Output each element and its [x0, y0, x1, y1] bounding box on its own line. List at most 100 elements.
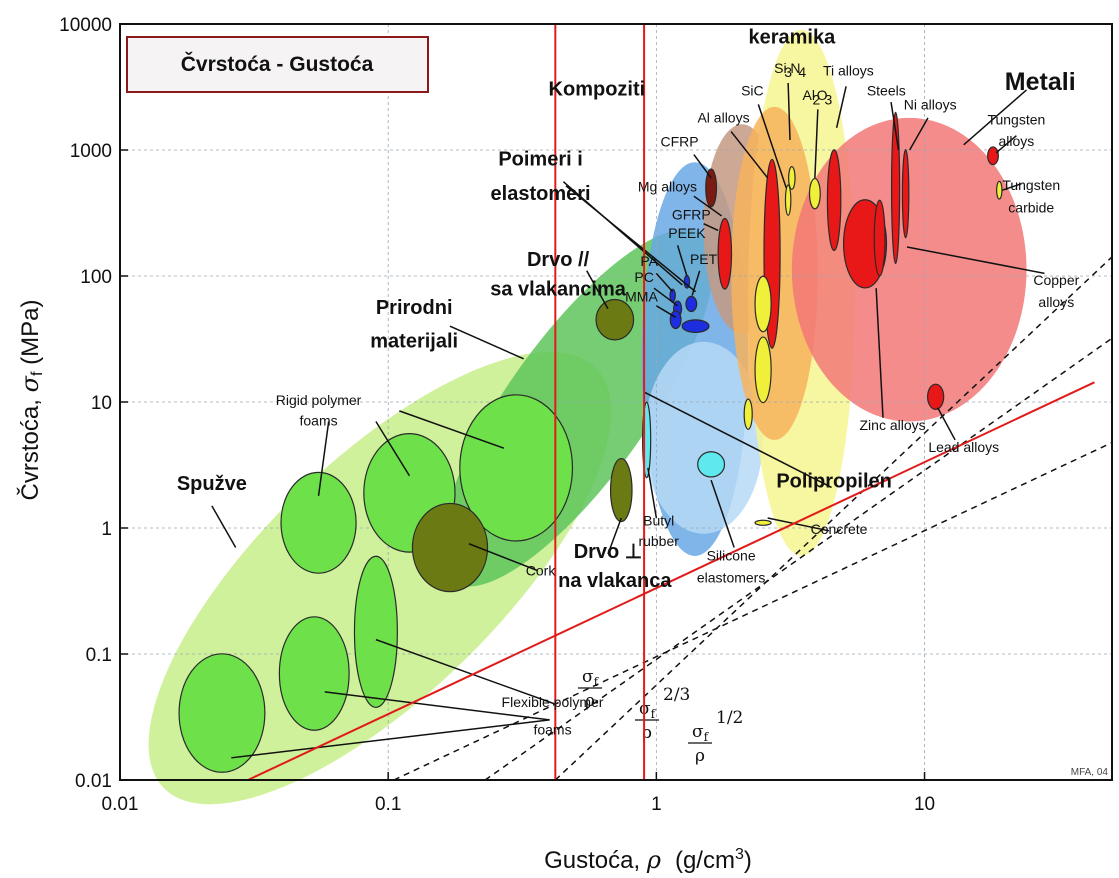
data-point [826, 149, 842, 252]
data-point [705, 168, 718, 208]
x-tick-label: 10 [914, 794, 935, 815]
leader-line [757, 104, 787, 189]
guide-label-exponent: 2/3 [663, 685, 690, 705]
family-label: Flexible polymer [502, 694, 604, 710]
leader-line [375, 638, 556, 705]
leader-line [565, 185, 697, 293]
family-label: Tungsten [987, 111, 1045, 127]
family-label: Lead alloys [928, 439, 999, 455]
y-tick-label: 0.01 [75, 771, 112, 792]
family-label: PET [690, 251, 718, 267]
chart-title-box: Čvrstoća - Gustoća [126, 36, 429, 93]
data-point [717, 217, 733, 290]
group-label: Polipropilen [776, 470, 892, 492]
family-label-subscript: 4 [798, 64, 806, 80]
group-label: Kompoziti [549, 79, 646, 101]
family-label: alloys [998, 133, 1034, 149]
data-point [996, 180, 1003, 200]
data-point [927, 383, 945, 410]
family-label: elastomers [697, 569, 765, 585]
leader-line [317, 421, 330, 496]
data-point [353, 555, 398, 709]
x-axis-title-main: Gustoća, [544, 847, 647, 874]
family-label: Al [803, 87, 815, 103]
leader-line [468, 543, 538, 572]
guide-label-sub: f [594, 675, 600, 689]
group-label: materijali [370, 331, 458, 353]
guide-label-numerator: σf [692, 722, 710, 744]
y-axis-title-main: Čvrstoća, [16, 392, 44, 500]
family-label-subscript: 3 [824, 91, 832, 107]
x-tick-label: 0.01 [102, 794, 139, 815]
leader-line [906, 246, 1045, 275]
guide-label-numerator: σf [582, 667, 600, 689]
leader-line [562, 181, 683, 286]
diagonal-red-line [247, 381, 1095, 781]
leader-line [655, 305, 677, 318]
y-tick-label: 10 [91, 393, 112, 414]
guide-label-numerator: σf [639, 699, 657, 721]
family-label: foams [299, 413, 337, 429]
family-label: Steels [867, 83, 906, 99]
data-point [788, 166, 796, 190]
data-point [901, 148, 910, 239]
family-label: Al alloys [697, 110, 749, 126]
data-point [697, 451, 726, 478]
group-label: Poimeri i [498, 149, 582, 171]
leader-lines-layer [211, 83, 1045, 759]
credit-label: MFA, 04 [1071, 767, 1109, 778]
data-point [280, 471, 357, 574]
guide-label-sub: f [651, 707, 657, 721]
leader-line [231, 719, 550, 759]
family-label: Rigid polymer [276, 392, 362, 408]
data-point [685, 295, 698, 313]
labels-layer: keramika Kompoziti Poimeri i elastomeri Drvo… [177, 27, 1080, 738]
chart-title: Čvrstoća - Gustoća [181, 52, 374, 76]
family-label: Copper [1033, 272, 1079, 288]
data-point [609, 457, 633, 523]
family-label: GFRP [672, 207, 711, 223]
family-label: O [817, 87, 828, 103]
leader-line [324, 691, 550, 721]
leader-line [647, 467, 658, 519]
leader-line [586, 270, 609, 310]
group-label-metali: Metali [1005, 68, 1076, 96]
y-tick-label: 1 [101, 519, 112, 540]
data-point [873, 199, 886, 277]
data-point [808, 177, 821, 210]
family-label: PC [634, 269, 653, 285]
guide-label-sigma: σ [582, 667, 594, 687]
leader-line [937, 407, 956, 441]
data-point [743, 398, 753, 430]
y-axis-title: Čvrstoća, σf (MPa) [16, 300, 46, 501]
data-point [754, 519, 772, 526]
x-axis-title-symbol: ρ [646, 846, 661, 874]
leader-line [703, 223, 719, 232]
x-axis-title: Gustoća, ρ (g/cm3) [544, 846, 752, 874]
family-label-subscript: 3 [784, 64, 792, 80]
x-axis-title-unit: (g/cm [675, 847, 735, 874]
family-label: Ti alloys [823, 63, 874, 79]
family-label: PEEK [668, 225, 706, 241]
leader-line [710, 479, 735, 548]
x-axis-title-sup: 3 [735, 846, 744, 863]
red-lines-layer [247, 24, 1095, 781]
family-label: SiC [741, 83, 764, 99]
group-label: sa vlakancima [490, 279, 627, 301]
guide-label-exponent: 1/2 [716, 708, 743, 728]
guide-label-denominator: ρ [585, 691, 595, 711]
family-label: Si [774, 60, 786, 76]
leader-line [643, 391, 832, 489]
group-label: na vlakanca [558, 570, 672, 592]
y-tick-label: 10000 [59, 15, 112, 36]
family-label: foams [533, 721, 571, 737]
leader-line [890, 101, 900, 151]
y-axis-title-sub: f [29, 371, 46, 376]
y-tick-label: 100 [80, 267, 112, 288]
y-axis-title-symbol: σ [16, 375, 44, 392]
data-point [278, 616, 350, 731]
leader-line [691, 270, 701, 296]
leader-line [814, 109, 819, 178]
leader-line [787, 83, 791, 141]
family-label-subscript: 2 [812, 91, 820, 107]
